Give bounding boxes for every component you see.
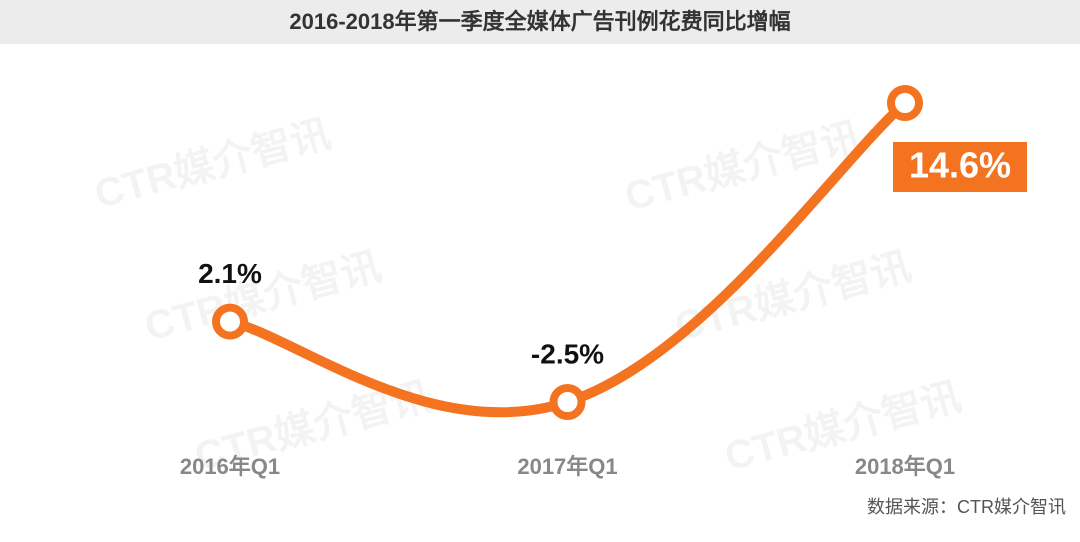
- value-label: -2.5%: [531, 338, 604, 369]
- source-note: 数据来源：CTR媒介智讯: [867, 497, 1066, 517]
- value-label: 14.6%: [909, 145, 1011, 186]
- watermark: CTR媒介智讯: [670, 244, 915, 349]
- value-label-box: [893, 142, 1027, 192]
- chart-title: 2016-2018年第一季度全媒体广告刊例花费同比增幅: [289, 9, 790, 34]
- point: [549, 384, 586, 420]
- x-tick-label: 2018年Q1: [855, 454, 955, 479]
- x-tick-label: 2016年Q1: [180, 454, 280, 479]
- value-label: 2.1%: [198, 258, 262, 289]
- watermark: CTR媒介智讯: [620, 114, 865, 219]
- point: [887, 85, 923, 121]
- x-tick-label: 2017年Q1: [517, 454, 617, 479]
- title-bar: [0, 0, 1080, 44]
- point: [212, 303, 248, 340]
- watermark: CTR媒介智讯: [90, 112, 335, 217]
